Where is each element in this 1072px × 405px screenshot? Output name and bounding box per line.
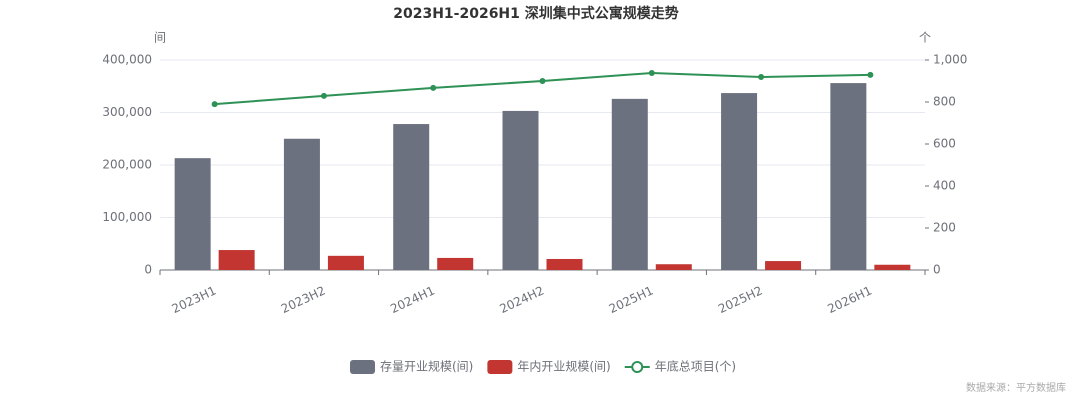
x-tick-label: 2025H1 (607, 283, 656, 316)
legend-label[interactable]: 年内开业规模(间) (517, 359, 610, 374)
bar (765, 261, 802, 270)
line (214, 72, 871, 106)
bar (283, 138, 320, 270)
line-point (539, 78, 546, 84)
y-axis-label: 间 (154, 31, 166, 45)
legend-swatch[interactable] (350, 360, 375, 374)
bar (721, 93, 758, 270)
bar (502, 110, 539, 270)
x-tick-label: 2024H2 (497, 283, 546, 316)
y-tick-label: 200,000 (102, 158, 152, 172)
legend-label[interactable]: 年底总项目(个) (655, 359, 736, 374)
y2-tick-label: 200 (933, 221, 956, 235)
y-tick-label: 0 (144, 263, 152, 277)
chart-title: 2023H1-2026H1 深圳集中式公寓规模走势 (393, 5, 679, 22)
y2-tick-label: 600 (933, 137, 956, 151)
bar (437, 257, 474, 270)
x-tick-label: 2026H1 (825, 283, 874, 316)
y2-tick-label: 0 (933, 263, 941, 277)
bar (546, 258, 583, 270)
line-point (867, 71, 874, 78)
bar (874, 264, 911, 270)
x-tick-label: 2025H2 (716, 283, 765, 316)
y-tick-label: 300,000 (102, 105, 152, 119)
line-point (430, 84, 437, 91)
y2-tick-label: 800 (933, 95, 956, 109)
bar (218, 250, 255, 270)
legend-swatch[interactable] (631, 361, 644, 373)
line-point (648, 70, 655, 77)
bar (393, 124, 430, 270)
y2-tick-label: 400 (933, 179, 956, 193)
y2-tick-label: 1,000 (933, 53, 967, 67)
x-tick-label: 2024H1 (388, 283, 437, 316)
bar (830, 83, 867, 270)
line-point (320, 92, 327, 99)
bar (611, 98, 648, 270)
bar (655, 264, 692, 270)
line-point (758, 74, 765, 81)
y2-axis-label: 个 (919, 31, 931, 45)
legend-label[interactable]: 存量开业规模(间) (380, 359, 473, 374)
y-tick-label: 100,000 (102, 210, 152, 224)
bar (174, 158, 211, 270)
source-note: 数据来源：平方数据库 (966, 381, 1066, 394)
line-point (211, 101, 218, 108)
bar (327, 255, 364, 270)
y-tick-label: 400,000 (102, 53, 152, 67)
legend-swatch[interactable] (487, 360, 513, 374)
x-tick-label: 2023H1 (170, 283, 219, 316)
x-tick-label: 2023H2 (279, 283, 328, 316)
